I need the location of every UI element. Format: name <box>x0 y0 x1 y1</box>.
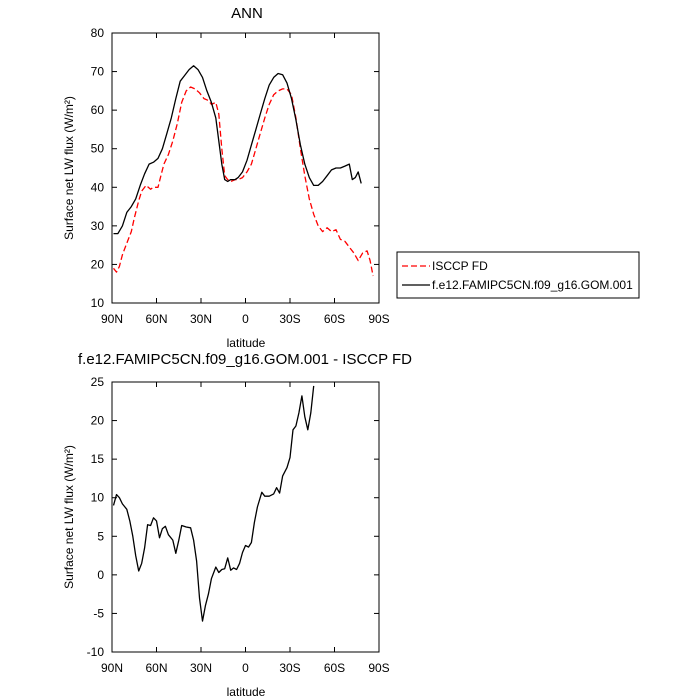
bottom-y-tick-label: 5 <box>97 529 104 543</box>
bottom-x-axis-label: latitude <box>227 685 266 699</box>
bottom-x-tick-label: 90S <box>368 661 389 675</box>
bottom-x-tick-label: 60N <box>145 661 167 675</box>
top-y-tick-label: 50 <box>91 142 105 156</box>
bottom-y-tick-label: 15 <box>91 452 105 466</box>
bottom-y-axis-label: Surface net LW flux (W/m²) <box>62 445 76 589</box>
bottom-x-tick-label: 90N <box>101 661 123 675</box>
top-y-axis-label: Surface net LW flux (W/m²) <box>62 96 76 240</box>
top-series-line-0 <box>112 86 374 277</box>
bottom-x-tick-label: 0 <box>242 661 249 675</box>
top-axis-ticks: 90N 60N 30N 0 30S 60S 90S 10 20 30 40 50 60 70 80 <box>91 26 390 326</box>
bottom-y-tick-label: 10 <box>91 491 105 505</box>
top-series-lines <box>112 65 374 277</box>
top-x-tick-label: 60S <box>324 312 345 326</box>
top-series-line-1 <box>113 65 362 235</box>
top-x-tick-label: 0 <box>242 312 249 326</box>
top-y-tick-label: 20 <box>91 257 105 271</box>
top-x-axis-label: latitude <box>227 336 266 350</box>
top-x-tick-label: 60N <box>145 312 167 326</box>
bottom-axis-ticks: 90N 60N 30N 0 30S 60S 90S -10 -5 0 5 10 15 20 25 <box>87 375 390 675</box>
bottom-chart-panel: f.e12.FAMIPC5CN.f09_g16.GOM.001 - ISCCP … <box>62 351 412 699</box>
top-x-tick-label: 90N <box>101 312 123 326</box>
bottom-chart-title: f.e12.FAMIPC5CN.f09_g16.GOM.001 - ISCCP … <box>78 351 412 368</box>
bottom-series-lines <box>112 385 315 622</box>
legend-box <box>396 251 640 299</box>
bottom-y-tick-label: 25 <box>91 375 105 389</box>
bottom-y-tick-label: 20 <box>91 414 105 428</box>
top-y-tick-label: 10 <box>91 296 105 310</box>
top-y-tick-label: 80 <box>91 26 105 40</box>
bottom-x-tick-label: 60S <box>324 661 345 675</box>
bottom-y-tick-label: -10 <box>87 645 105 659</box>
top-y-tick-label: 40 <box>91 180 105 194</box>
top-x-tick-label: 90S <box>368 312 389 326</box>
legend-model-label: f.e12.FAMIPC5CN.f09_g16.GOM.001 <box>432 278 633 292</box>
top-plot-frame <box>111 32 380 304</box>
top-chart-panel: ANN 90N 60N 30N 0 30S 60S 90S1020304050607080 … <box>62 5 640 350</box>
top-y-tick-label: 60 <box>91 103 105 117</box>
bottom-y-tick-label: -5 <box>93 606 104 620</box>
bottom-series-line-0 <box>112 385 315 622</box>
bottom-y-tick-label: 0 <box>97 568 104 582</box>
top-y-tick-label: 70 <box>91 65 105 79</box>
bottom-x-tick-label: 30S <box>279 661 300 675</box>
legend: ISCCP FD f.e12.FAMIPC5CN.f09_g16.GOM.001 <box>396 251 640 299</box>
bottom-plot-frame <box>111 381 380 653</box>
top-x-tick-label: 30N <box>190 312 212 326</box>
legend-isccp-label: ISCCP FD <box>432 259 488 273</box>
top-x-tick-label: 30S <box>279 312 300 326</box>
top-chart-title: ANN <box>231 5 263 22</box>
top-y-tick-label: 30 <box>91 219 105 233</box>
bottom-x-tick-label: 30N <box>190 661 212 675</box>
